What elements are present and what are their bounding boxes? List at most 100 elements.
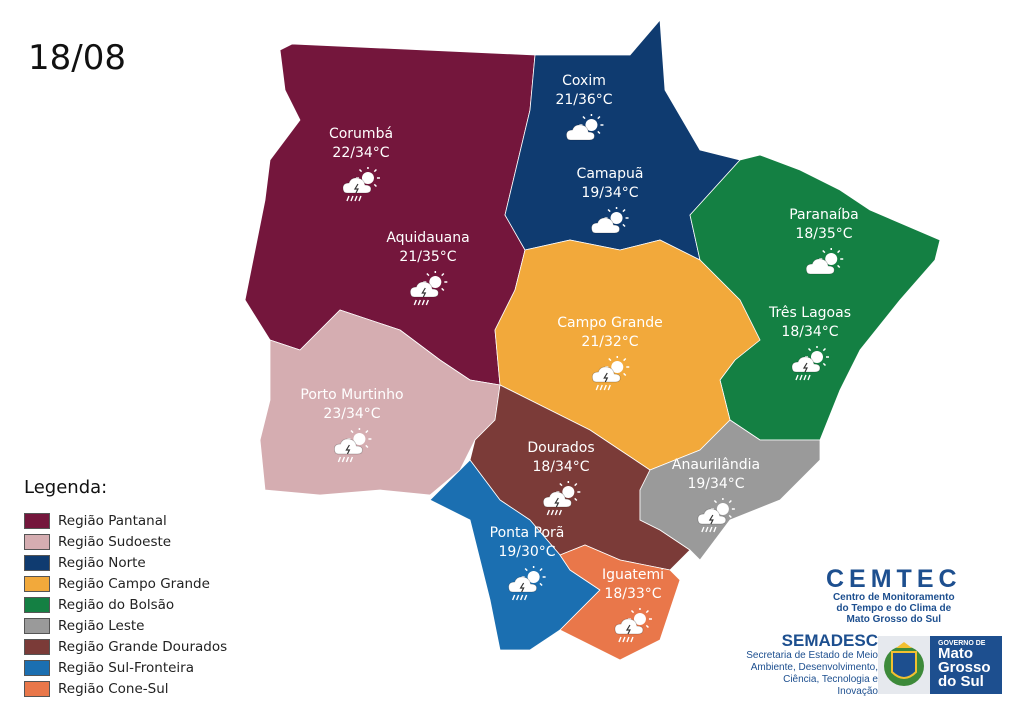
city-name: Campo Grande — [557, 315, 663, 331]
region-sul-fronteira — [429, 459, 601, 651]
legend-item: Região Sul-Fronteira — [24, 657, 227, 678]
storm-partly-cloudy-icon — [527, 480, 594, 523]
storm-partly-cloudy-icon — [490, 565, 565, 608]
storm-partly-cloudy-icon — [791, 345, 829, 381]
legend-label: Região Leste — [58, 617, 145, 634]
city-ponta-pora: Ponta Porã 19/30°C — [489, 524, 565, 608]
city-temp: 21/35°C — [399, 249, 457, 265]
city-temp: 23/34°C — [323, 406, 381, 422]
storm-partly-cloudy-icon — [672, 497, 760, 540]
legend-swatch — [24, 680, 50, 697]
legend-item: Região do Bolsão — [24, 594, 227, 615]
legend-item: Região Campo Grande — [24, 573, 227, 594]
storm-partly-cloudy-icon — [386, 270, 469, 313]
date-label: 18/08 — [28, 38, 126, 78]
city-porto-murtinho: Porto Murtinho 23/34°C — [300, 386, 404, 470]
legend-swatch — [24, 596, 50, 613]
city-temp: 18/33°C — [604, 586, 662, 602]
cemtec-subtitle: Centro de Monitoramento do Tempo e do Cl… — [832, 592, 955, 625]
legend-label: Região Pantanal — [58, 512, 167, 529]
storm-partly-cloudy-icon — [342, 166, 380, 202]
city-name: Porto Murtinho — [300, 387, 404, 403]
legend-label: Região Sudoeste — [58, 533, 172, 550]
storm-partly-cloudy-icon — [542, 480, 580, 516]
partly-cloudy-icon — [789, 247, 859, 290]
city-temp: 19/30°C — [498, 544, 556, 560]
legend-item: Região Grande Dourados — [24, 636, 227, 657]
partly-cloudy-icon — [805, 247, 843, 275]
city-temp: 22/34°C — [332, 145, 390, 161]
partly-cloudy-icon — [577, 206, 644, 249]
partly-cloudy-icon — [565, 113, 603, 141]
storm-partly-cloudy-icon — [508, 565, 546, 601]
storm-partly-cloudy-icon — [409, 270, 447, 306]
storm-partly-cloudy-icon — [333, 427, 371, 463]
legend-swatch — [24, 533, 50, 550]
storm-partly-cloudy-icon — [769, 345, 851, 388]
semadesc-logo: SEMADESC Secretaria de Estado de Meio Am… — [742, 632, 878, 698]
storm-partly-cloudy-icon — [602, 607, 664, 650]
city-camapua: Camapuã 19/34°C — [576, 165, 644, 249]
city-anaurilandia: Anaurilândia 19/34°C — [672, 456, 760, 540]
storm-partly-cloudy-icon — [614, 607, 652, 643]
city-name: Corumbá — [328, 126, 394, 142]
city-tres-lagoas: Três Lagoas 18/34°C — [769, 304, 851, 388]
government-logo: GOVERNO DE Mato Grosso do Sul — [930, 636, 1002, 694]
legend-label: Região do Bolsão — [58, 596, 175, 613]
legend-item: Região Cone-Sul — [24, 678, 227, 699]
legend-swatch — [24, 638, 50, 655]
city-paranaiba: Paranaíba 18/35°C — [789, 206, 859, 290]
semadesc-subtitle: Secretaria de Estado de Meio Ambiente, D… — [746, 650, 878, 697]
legend-swatch — [24, 512, 50, 529]
legend: Legenda: Região Pantanal Região Sudoeste R… — [24, 477, 227, 699]
city-corumba: Corumbá 22/34°C — [329, 125, 393, 209]
storm-partly-cloudy-icon — [591, 355, 629, 391]
city-campo-grande: Campo Grande 21/32°C — [557, 314, 663, 398]
city-temp: 18/34°C — [781, 324, 839, 340]
partly-cloudy-icon — [591, 206, 629, 234]
city-iguatemi: Iguatemi 18/33°C — [602, 566, 664, 650]
partly-cloudy-icon — [555, 113, 612, 156]
semadesc-name: SEMADESC — [781, 631, 878, 650]
legend-item: Região Pantanal — [24, 510, 227, 531]
storm-partly-cloudy-icon — [329, 166, 393, 209]
region-leste — [639, 419, 821, 561]
legend-label: Região Cone-Sul — [58, 680, 169, 697]
legend-swatch — [24, 617, 50, 634]
legend-title: Legenda: — [24, 477, 108, 498]
cemtec-name: CEMTEC — [826, 565, 962, 593]
city-temp: 19/34°C — [581, 185, 639, 201]
city-name: Três Lagoas — [768, 305, 852, 321]
city-temp: 21/36°C — [555, 92, 613, 108]
city-temp: 18/34°C — [532, 459, 590, 475]
legend-label: Região Grande Dourados — [58, 638, 228, 655]
gov-top-text: GOVERNO DE — [938, 640, 986, 647]
city-dourados: Dourados 18/34°C — [527, 439, 595, 523]
legend-label: Região Norte — [58, 554, 146, 571]
city-name: Camapuã — [576, 166, 644, 182]
city-name: Aquidauana — [386, 230, 470, 246]
region-sudoeste — [259, 309, 501, 496]
city-temp: 18/35°C — [795, 226, 853, 242]
legend-label: Região Campo Grande — [58, 575, 210, 592]
storm-partly-cloudy-icon — [697, 497, 735, 533]
city-name: Iguatemi — [601, 567, 665, 583]
legend-label: Região Sul-Fronteira — [58, 659, 194, 676]
city-aquidauana: Aquidauana 21/35°C — [386, 229, 470, 313]
legend-swatch — [24, 659, 50, 676]
city-name: Anaurilândia — [671, 457, 761, 473]
city-name: Paranaíba — [789, 207, 859, 223]
legend-swatch — [24, 575, 50, 592]
city-name: Dourados — [527, 440, 595, 456]
region-cone-sul — [559, 544, 681, 661]
city-name: Ponta Porã — [489, 525, 565, 541]
legend-item: Região Leste — [24, 615, 227, 636]
legend-item: Região Sudoeste — [24, 531, 227, 552]
city-name: Coxim — [562, 73, 606, 89]
gov-main-text: Mato Grosso do Sul — [938, 645, 991, 690]
city-temp: 19/34°C — [687, 476, 745, 492]
city-temp: 21/32°C — [581, 334, 639, 350]
storm-partly-cloudy-icon — [300, 427, 403, 470]
state-seal-icon — [878, 636, 930, 694]
